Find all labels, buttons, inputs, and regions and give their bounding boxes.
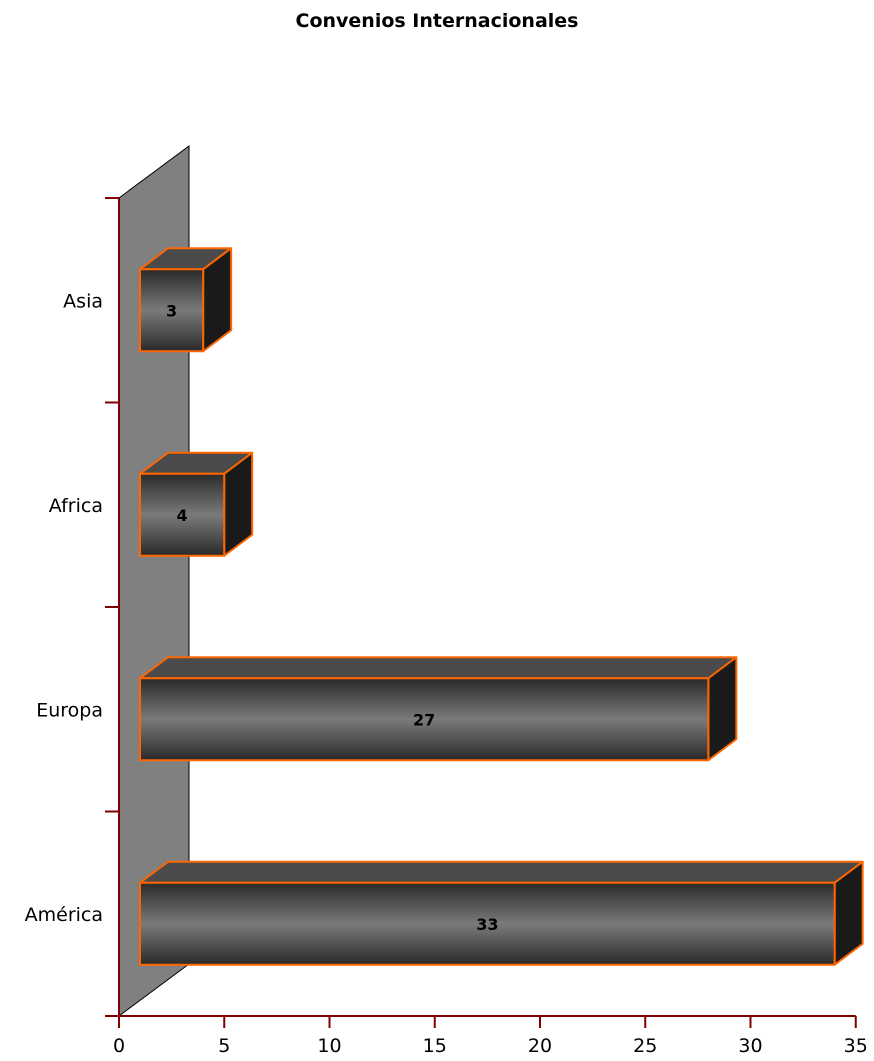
category-label-américa: América bbox=[25, 904, 103, 926]
bar-front-face bbox=[139, 677, 710, 762]
category-label-africa: Africa bbox=[49, 495, 103, 517]
bar-top-face bbox=[139, 860, 864, 884]
x-tick-label: 15 bbox=[423, 1035, 447, 1057]
bar-front-face bbox=[139, 268, 205, 353]
bar-africa[interactable] bbox=[139, 451, 254, 557]
bar-front-face bbox=[139, 472, 226, 557]
bar-américa[interactable] bbox=[139, 860, 864, 966]
x-tick-label: 10 bbox=[317, 1035, 341, 1057]
x-tick-label: 5 bbox=[218, 1035, 230, 1057]
bar-asia[interactable] bbox=[139, 247, 233, 353]
bar-top-face bbox=[139, 656, 738, 680]
bar-europa[interactable] bbox=[139, 656, 738, 762]
data-label-europa: 27 bbox=[413, 710, 435, 729]
data-label-américa: 33 bbox=[476, 915, 498, 934]
data-label-africa: 4 bbox=[177, 506, 188, 525]
x-tick-label: 35 bbox=[844, 1035, 868, 1057]
x-tick-label: 20 bbox=[528, 1035, 552, 1057]
x-tick-label: 0 bbox=[113, 1035, 125, 1057]
data-label-asia: 3 bbox=[166, 301, 177, 320]
chart-title: Convenios Internacionales bbox=[295, 10, 579, 32]
x-tick-label: 30 bbox=[738, 1035, 762, 1057]
x-tick-label: 25 bbox=[633, 1035, 657, 1057]
category-label-europa: Europa bbox=[36, 699, 103, 721]
bar-front-face bbox=[139, 881, 836, 966]
category-label-asia: Asia bbox=[63, 290, 103, 312]
